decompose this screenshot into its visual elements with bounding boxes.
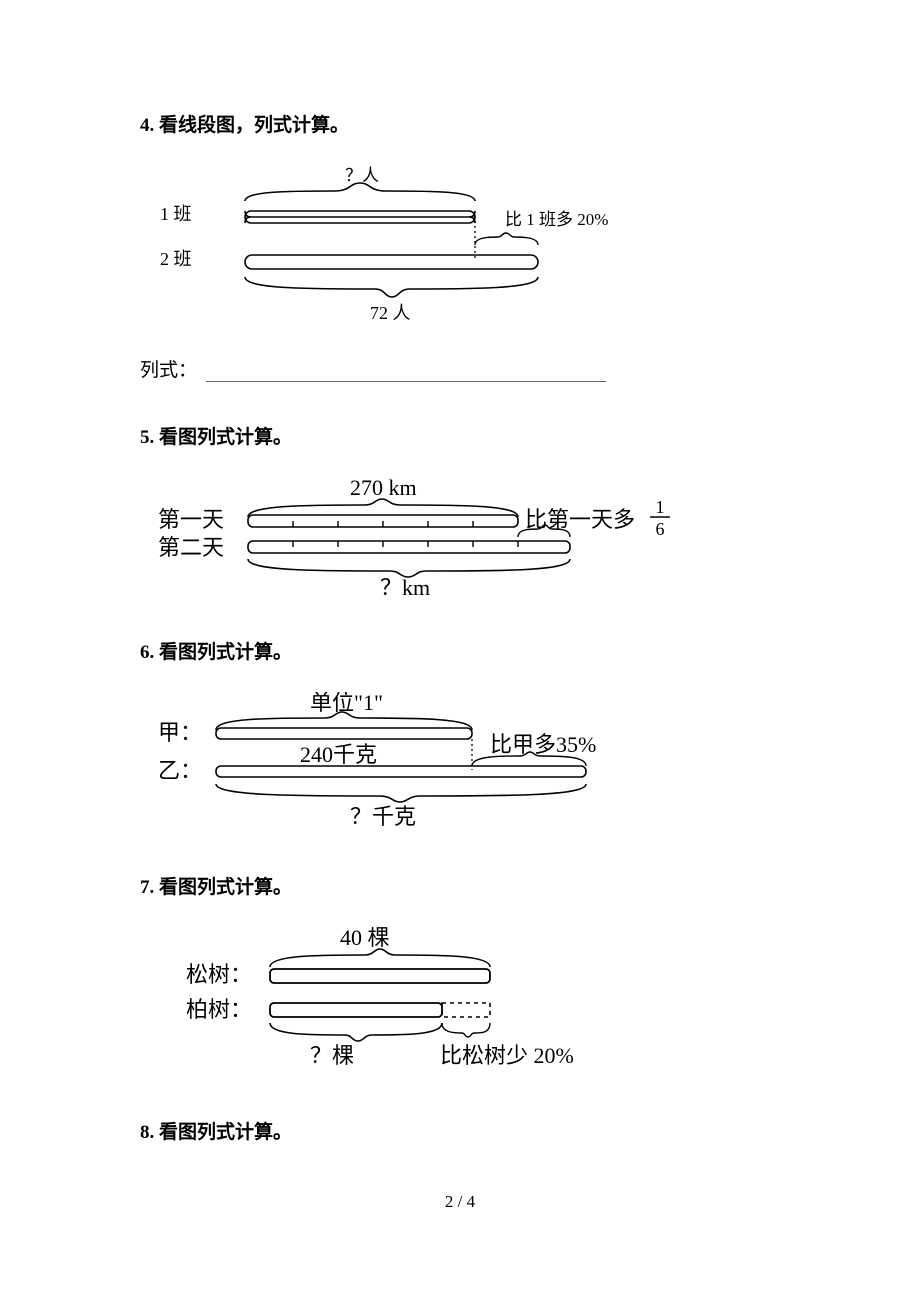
q7-cypress-rect [270,1003,442,1017]
question-6: 6. 看图列式计算。 单位"1" 甲： 240千克 比甲多35% 乙： [140,637,780,832]
q4-figure: ？人 1 班 比 1 班多 20% 2 班 [150,165,780,325]
q6-figure: 单位"1" 甲： 240千克 比甲多35% 乙： [150,692,780,832]
q4-bottom-brace [245,277,538,297]
q7-side-note: 比松树少 20% [440,1043,574,1068]
q7-top-value: 40 棵 [340,927,390,950]
q7-cypress-dashed [442,1003,490,1017]
q4-answer-row: 列式： [140,355,780,382]
q6-bottom-value: ？千克 [350,804,416,829]
q7-prompt: 7. 看图列式计算。 [140,872,780,899]
q4-class2-label: 2 班 [160,249,192,269]
q6-jia-rect [216,728,472,739]
q5-frac-den: 6 [656,519,665,539]
q5-top-value: 270 km [350,477,417,500]
q4-class1-label: 1 班 [160,204,192,224]
q4-answer-label: 列式： [140,360,197,381]
q6-yi-rect [216,766,586,777]
q4-prompt: 4. 看线段图，列式计算。 [140,110,780,137]
q7-top-brace [270,949,490,967]
q7-dashed-brace [442,1023,490,1037]
q5-prompt: 5. 看图列式计算。 [140,422,780,449]
q5-figure: 270 km 第一天 比第一天多 1 6 [150,477,780,597]
q7-pine-label: 松树： [186,962,252,987]
page-root: 4. 看线段图，列式计算。 ？人 1 班 比 1 班多 20% 2 班 [0,0,920,1232]
q5-bottom-value: ？km [380,575,430,597]
q7-bottom-value: ？棵 [310,1043,354,1068]
q4-answer-blank[interactable] [206,380,606,382]
question-8: 8. 看图列式计算。 [140,1117,780,1144]
q7-cypress-label: 柏树： [186,997,252,1022]
q6-yi-label: 乙： [158,758,202,783]
q4-top-value: ？人 [345,166,379,185]
q5-day2-ticks [293,541,518,547]
q6-bottom-brace [216,784,586,802]
q5-day2-label: 第二天 [158,535,224,560]
q8-prompt: 8. 看图列式计算。 [140,1117,780,1144]
q4-extra-brace [475,233,538,245]
q6-unit-label: 单位"1" [310,692,383,715]
q7-pine-rect [270,969,490,983]
question-7: 7. 看图列式计算。 40 棵 松树： 柏树： [140,872,780,1077]
q5-day2-rect [248,541,570,553]
q6-side-note: 比甲多35% [490,732,596,757]
q4-class1-bar [245,211,475,223]
q5-frac-num: 1 [656,497,665,517]
q4-class2-rect [245,255,538,269]
q6-prompt: 6. 看图列式计算。 [140,637,780,664]
page-number: 2 / 4 [140,1192,780,1212]
question-4: 4. 看线段图，列式计算。 ？人 1 班 比 1 班多 20% 2 班 [140,110,780,382]
q7-figure: 40 棵 松树： 柏树： ？棵 比松树少 20% [180,927,780,1077]
q4-bottom-value: 72 人 [370,303,411,323]
q7-bottom-brace [270,1023,442,1041]
q5-day1-ticks [293,521,473,527]
q5-day1-label: 第一天 [158,507,224,532]
q4-side-note: 比 1 班多 20% [505,210,608,229]
q6-jia-value: 240千克 [300,742,377,767]
q6-jia-label: 甲： [158,720,202,745]
q4-top-brace [245,183,475,201]
question-5: 5. 看图列式计算。 270 km 第一天 比第一天多 [140,422,780,597]
